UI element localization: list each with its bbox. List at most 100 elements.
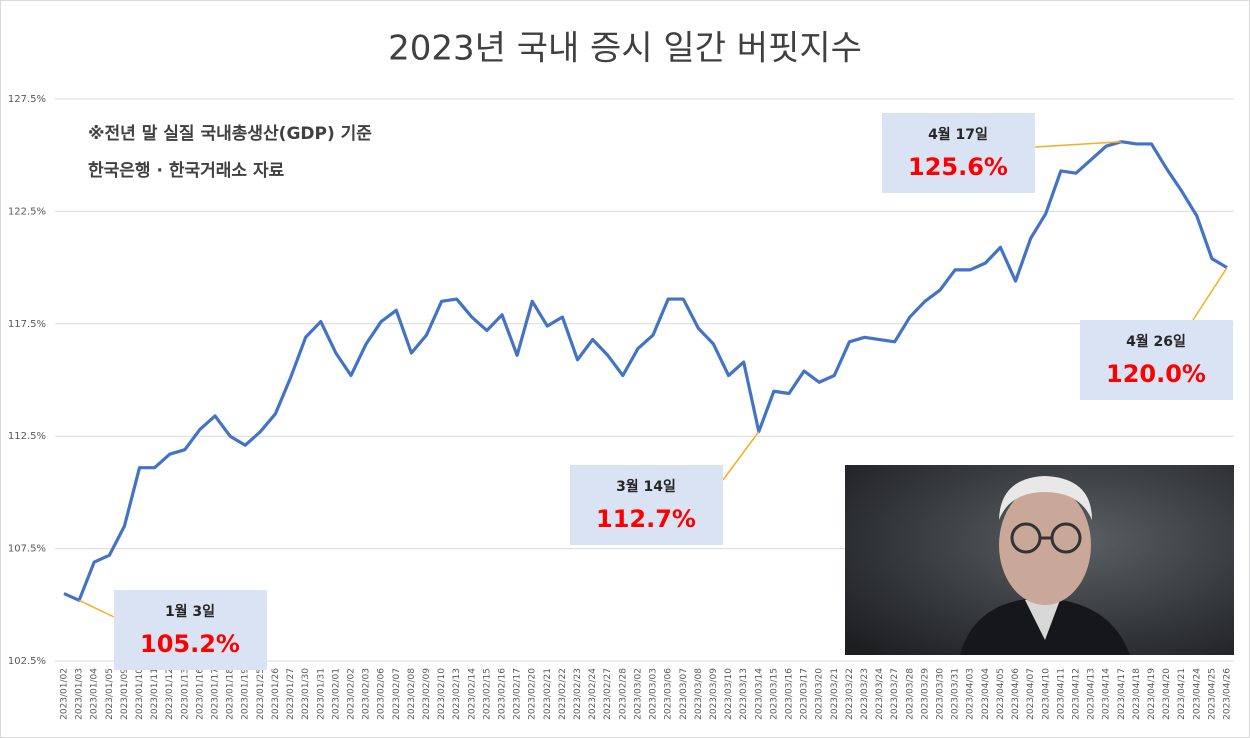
x-tick-label: 2023/01/09 xyxy=(120,668,130,720)
x-tick-label: 2023/03/08 xyxy=(694,668,704,720)
y-tick-label: 122.5% xyxy=(8,206,46,217)
annotation-box xyxy=(114,590,267,670)
x-tick-label: 2023/01/10 xyxy=(135,668,145,720)
x-tick-label: 2023/03/31 xyxy=(951,668,961,720)
x-tick-label: 2023/02/28 xyxy=(618,668,628,720)
x-tick-label: 2023/03/02 xyxy=(633,668,643,720)
x-tick-label: 2023/01/05 xyxy=(105,668,115,720)
x-tick-label: 2023/01/19 xyxy=(241,668,251,720)
x-tick-label: 2023/02/06 xyxy=(377,668,387,720)
x-tick-label: 2023/03/20 xyxy=(815,668,825,720)
annotation-value: 120.0% xyxy=(1106,360,1206,388)
x-tick-label: 2023/03/30 xyxy=(936,668,946,720)
x-tick-label: 2023/03/24 xyxy=(875,668,885,720)
x-tick-label: 2023/01/18 xyxy=(226,668,236,720)
x-tick-label: 2023/01/30 xyxy=(301,668,311,720)
x-tick-label: 2023/03/17 xyxy=(800,668,810,720)
x-tick-label: 2023/03/23 xyxy=(860,668,870,720)
x-tick-label: 2023/01/03 xyxy=(75,668,85,720)
annotation-date: 4월 17일 xyxy=(928,126,988,143)
x-tick-label: 2023/01/27 xyxy=(286,668,296,720)
x-tick-label: 2023/03/06 xyxy=(664,668,674,720)
x-tick-label: 2023/04/11 xyxy=(1056,668,1066,720)
annotation-value: 105.2% xyxy=(140,630,240,658)
x-tick-label: 2023/03/15 xyxy=(769,668,779,720)
x-tick-label: 2023/02/23 xyxy=(573,668,583,720)
annotation-date: 4월 26일 xyxy=(1126,333,1186,350)
x-tick-label: 2023/04/26 xyxy=(1223,668,1233,720)
annotation-value: 112.7% xyxy=(596,505,696,533)
x-tick-label: 2023/01/13 xyxy=(180,668,190,720)
x-tick-label: 2023/01/17 xyxy=(211,668,221,720)
x-tick-label: 2023/04/17 xyxy=(1117,668,1127,720)
x-tick-label: 2023/01/31 xyxy=(316,668,326,720)
x-tick-label: 2023/03/03 xyxy=(649,668,659,720)
x-tick-label: 2023/03/10 xyxy=(724,668,734,720)
x-tick-label: 2023/04/19 xyxy=(1147,668,1157,720)
x-tick-label: 2023/03/27 xyxy=(890,668,900,720)
x-tick-label: 2023/02/17 xyxy=(513,668,523,720)
x-tick-label: 2023/04/05 xyxy=(996,668,1006,720)
x-tick-label: 2023/04/12 xyxy=(1071,668,1081,720)
x-tick-label: 2023/01/25 xyxy=(256,668,266,720)
annotation-value: 125.6% xyxy=(908,153,1008,181)
x-tick-label: 2023/04/24 xyxy=(1192,668,1202,720)
x-tick-label: 2023/02/13 xyxy=(452,668,462,720)
y-tick-label: 117.5% xyxy=(8,319,46,330)
chart-title: 2023년 국내 증시 일간 버핏지수 xyxy=(388,29,862,69)
x-tick-label: 2023/03/07 xyxy=(679,668,689,720)
x-tick-label: 2023/03/09 xyxy=(709,668,719,720)
leader-line xyxy=(1192,267,1228,321)
leader-line xyxy=(722,431,760,481)
x-tick-label: 2023/01/02 xyxy=(60,668,70,720)
x-tick-label: 2023/04/14 xyxy=(1102,668,1112,720)
x-tick-label: 2023/04/04 xyxy=(981,668,991,720)
x-tick-label: 2023/02/24 xyxy=(588,668,598,720)
x-tick-label: 2023/02/15 xyxy=(482,668,492,720)
x-tick-label: 2023/02/03 xyxy=(362,668,372,720)
annotation-date: 1월 3일 xyxy=(165,603,215,620)
x-tick-label: 2023/02/22 xyxy=(558,668,568,720)
line xyxy=(63,140,1228,602)
note: ※전년 말 실질 국내총생산(GDP) 기준 xyxy=(88,123,372,144)
x-tick-label: 2023/04/21 xyxy=(1177,668,1187,720)
x-tick-label: 2023/02/09 xyxy=(422,668,432,720)
annotation-date: 3월 14일 xyxy=(616,478,676,495)
x-tick-label: 2023/01/16 xyxy=(195,668,205,720)
x-tick-label: 2023/02/27 xyxy=(603,668,613,720)
x-tick-label: 2023/03/13 xyxy=(739,668,749,720)
annotation-box xyxy=(882,113,1035,193)
x-tick-label: 2023/04/25 xyxy=(1207,668,1217,720)
x-tick-label: 2023/04/18 xyxy=(1132,668,1142,720)
photo xyxy=(845,465,1234,655)
annotation-box xyxy=(570,465,723,545)
y-tick-label: 127.5% xyxy=(8,94,46,105)
x-tick-label: 2023/02/16 xyxy=(498,668,508,720)
x-tick-label: 2023/03/21 xyxy=(830,668,840,720)
x-tick-label: 2023/02/14 xyxy=(467,668,477,720)
x-tick-label: 2023/04/13 xyxy=(1087,668,1097,720)
x-tick-label: 2023/02/02 xyxy=(346,668,356,720)
y-tick-label: 102.5% xyxy=(8,656,46,667)
x-tick-label: 2023/01/04 xyxy=(90,668,100,720)
x-tick-label: 2023/02/10 xyxy=(437,668,447,720)
x-tick-label: 2023/02/07 xyxy=(392,668,402,720)
x-tick-label: 2023/01/26 xyxy=(271,668,281,720)
x-tick-label: 2023/02/20 xyxy=(528,668,538,720)
leader-line xyxy=(78,599,115,618)
x-tick-label: 2023/02/21 xyxy=(543,668,553,720)
x-tick-label: 2023/04/06 xyxy=(1011,668,1021,720)
note: 한국은행 · 한국거래소 자료 xyxy=(88,161,285,181)
x-tick-label: 2023/03/29 xyxy=(920,668,930,720)
y-tick-label: 112.5% xyxy=(8,431,46,442)
x-tick-label: 2023/03/22 xyxy=(845,668,855,720)
annotation-box xyxy=(1080,320,1233,400)
x-tick-label: 2023/04/20 xyxy=(1162,668,1172,720)
x-tick-label: 2023/04/03 xyxy=(966,668,976,720)
x-tick-label: 2023/01/12 xyxy=(165,668,175,720)
x-tick-label: 2023/03/16 xyxy=(784,668,794,720)
leader-line xyxy=(1034,140,1122,148)
x-tick-label: 2023/04/10 xyxy=(1041,668,1051,720)
x-tick-label: 2023/04/07 xyxy=(1026,668,1036,720)
